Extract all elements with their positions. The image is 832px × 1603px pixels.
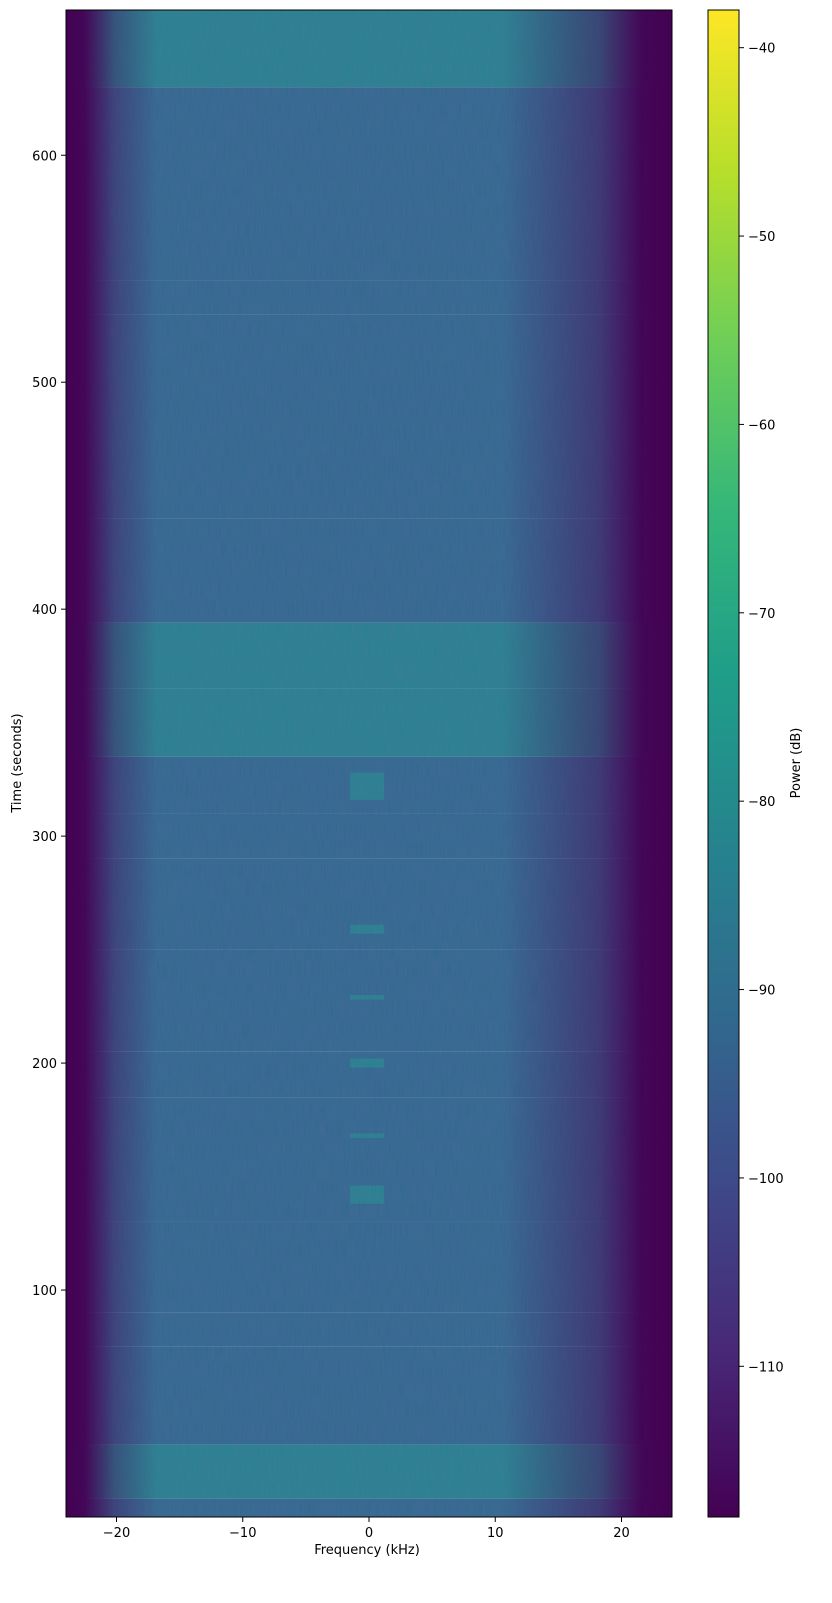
y-axis-label: Time (seconds)	[10, 713, 25, 813]
x-tick-label: −10	[229, 1526, 256, 1541]
colorbar-tick-label: −50	[748, 230, 775, 245]
x-tick-label: 20	[613, 1526, 630, 1541]
colorbar-tick-label: −80	[748, 795, 775, 810]
colorbar-ticks: −40 −50 −60 −70 −80 −90 −100 −110	[739, 42, 784, 1375]
y-tick-label: 600	[32, 149, 57, 164]
x-tick-label: 0	[365, 1526, 373, 1541]
colorbar-tick-label: −70	[748, 607, 775, 622]
y-axis: 100 200 300 400 500 600	[32, 149, 66, 1299]
colorbar-tick-label: −60	[748, 418, 775, 433]
y-tick-label: 500	[32, 376, 57, 391]
colorbar-tick-label: −40	[748, 42, 775, 57]
x-tick-label: 10	[487, 1526, 504, 1541]
colorbar-tick-label: −100	[748, 1172, 784, 1187]
x-axis-label: Frequency (kHz)	[314, 1543, 420, 1558]
colorbar-tick-label: −110	[748, 1360, 784, 1375]
spectral-rolloff	[66, 10, 672, 1517]
x-tick-label: −20	[103, 1526, 130, 1541]
y-tick-label: 100	[32, 1284, 57, 1299]
y-tick-label: 400	[32, 603, 57, 618]
y-tick-label: 200	[32, 1057, 57, 1072]
colorbar-scale	[707, 9, 740, 1518]
x-axis: −20 −10 0 10 20	[103, 1517, 630, 1541]
colorbar-tick-label: −90	[748, 984, 775, 999]
colorbar-label: Power (dB)	[789, 728, 804, 799]
y-tick-label: 300	[32, 830, 57, 845]
colorbar: −40 −50 −60 −70 −80 −90 −100 −110 Power (dB)	[707, 9, 804, 1518]
plot-area	[65, 9, 673, 1518]
